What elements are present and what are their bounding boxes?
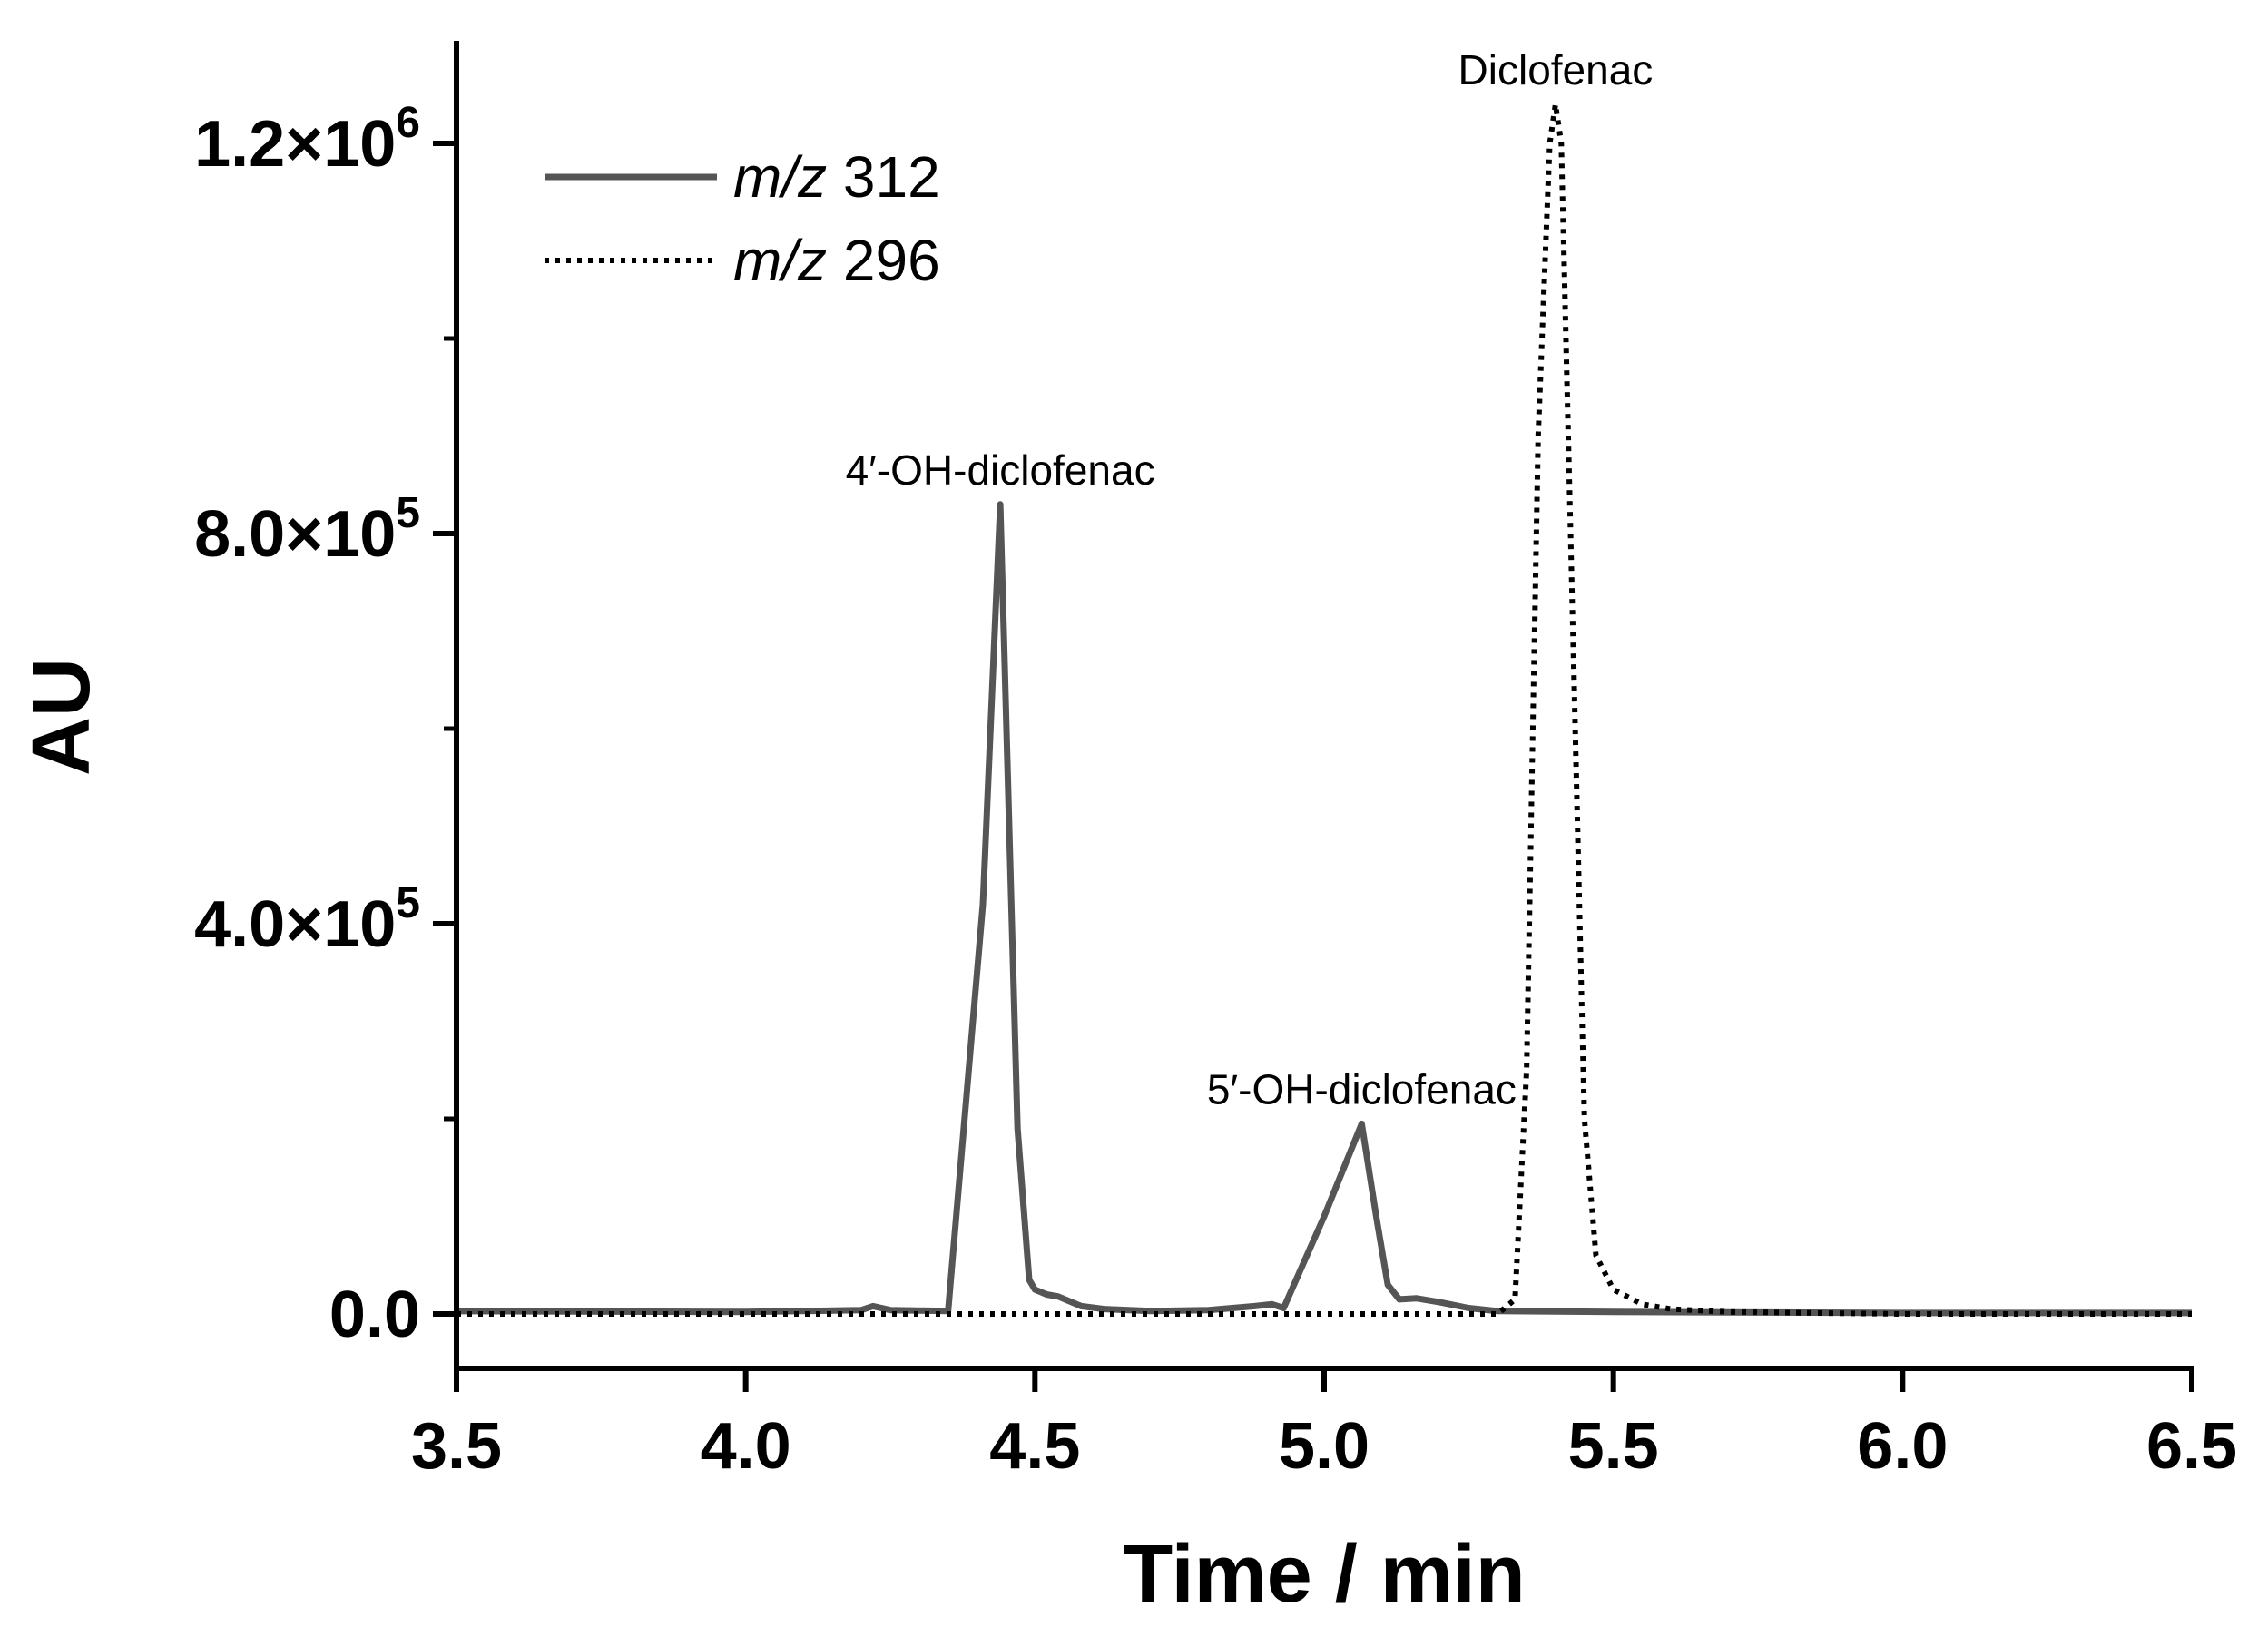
series-line-1 — [456, 501, 2192, 1317]
y-tick-label: 4.0×105 — [194, 879, 420, 961]
x-tick-label: 4.5 — [989, 1410, 1080, 1483]
series-line-2 — [457, 102, 2192, 1317]
legend-label-1: m/z 312 — [733, 144, 940, 210]
y-axis-title: AU — [16, 658, 107, 776]
y-tick-label: 1.2×106 — [194, 99, 420, 181]
x-tick-label: 5.0 — [1279, 1410, 1370, 1483]
axes-layer: 3.5 4.0 4.5 5.0 5.5 6.0 6.5 0.0 4.0×105 8.0×105 1.… — [16, 41, 2237, 1620]
peak-label-2: 5′-OH-diclofenac — [1207, 1065, 1517, 1112]
legend-label-2: m/z 296 — [733, 228, 940, 293]
series-layer — [456, 102, 2192, 1317]
x-tick-label: 6.0 — [1857, 1410, 1948, 1483]
x-tick-label: 5.5 — [1568, 1410, 1659, 1483]
annotations-layer: 4′-OH-diclofenac 5′-OH-diclofenac Diclofen… — [846, 46, 1654, 1112]
legend: m/z 312 m/z 296 — [545, 144, 940, 293]
y-tick-label: 8.0×105 — [194, 489, 420, 571]
x-tick-label: 6.5 — [2146, 1410, 2237, 1483]
x-tick-label: 4.0 — [701, 1410, 791, 1483]
x-tick-label: 3.5 — [411, 1410, 502, 1483]
x-axis-title: Time / min — [1123, 1529, 1525, 1620]
peak-label-3: Diclofenac — [1458, 46, 1654, 93]
peak-label-1: 4′-OH-diclofenac — [846, 446, 1155, 494]
y-tick-label: 0.0 — [329, 1279, 420, 1351]
